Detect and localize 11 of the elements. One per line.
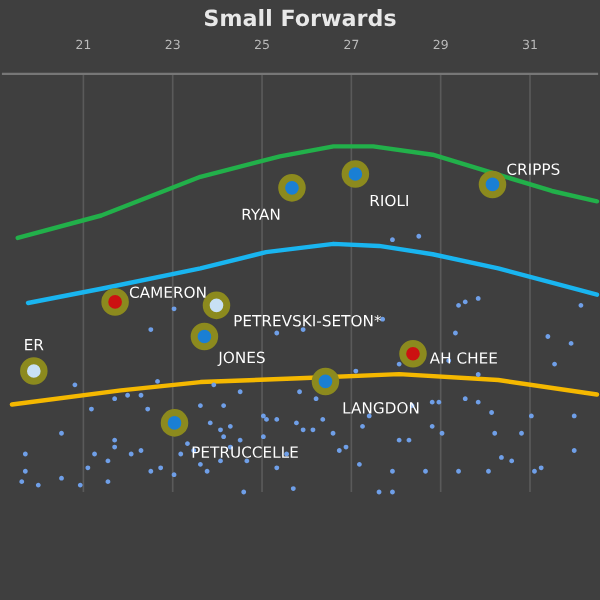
point	[190, 322, 219, 351]
point	[101, 288, 129, 316]
point	[478, 170, 507, 199]
point	[278, 174, 306, 202]
point	[202, 291, 231, 320]
chart-title: Small Forwards	[204, 9, 396, 27]
point	[311, 367, 340, 396]
point	[341, 160, 370, 188]
point	[20, 357, 48, 385]
point	[399, 339, 427, 368]
point	[160, 409, 189, 437]
